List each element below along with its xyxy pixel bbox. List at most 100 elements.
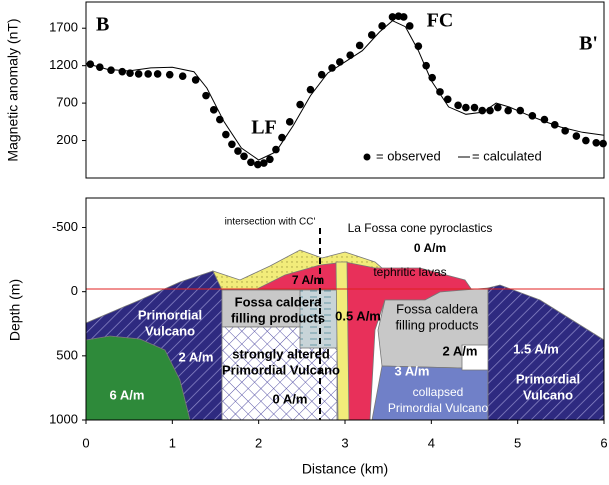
observed-point [494,103,502,112]
observed-point [328,64,336,72]
observed-point [443,95,452,104]
observed-point [144,70,152,78]
y-tick-label: 0 [71,283,78,298]
unit-label: Primordial [516,371,580,386]
unit-caldera-right [377,287,489,369]
x-tick-label: 1 [169,435,176,450]
panel-label: LF [251,117,277,139]
observed-point [599,139,607,148]
unit-label: 0 A/m [414,241,446,255]
observed-point [486,106,494,115]
unit-label: 0 A/m [273,391,308,406]
unit-label: 0.5 A/m [335,308,381,323]
observed-point [240,152,248,161]
observed-point [462,103,470,112]
observed-point [278,133,286,142]
observed-point [202,91,210,100]
unit-label: intersection with CC' [225,217,316,228]
observed-point [378,22,386,30]
unit-label: Vulcano [145,323,195,338]
observed-point [134,70,143,78]
observed-point [228,140,236,149]
x-tick-label: 2 [255,435,262,450]
legend-marker [363,153,371,161]
observed-point [572,132,581,140]
unit-label: Fossa caldera [235,294,322,309]
panel-label: FC [427,10,454,32]
unit-label: Fossa caldera [396,301,478,316]
observed-point [118,67,127,76]
plot-frame-top [85,1,605,179]
observed-point [222,130,230,139]
observed-point [247,158,255,167]
section-units [85,249,605,421]
x-axis-label: Distance (km) [302,461,388,477]
observed-point [254,160,262,169]
y-tick-label: 1700 [49,20,78,35]
unit-label: Primordial Vulcano [222,362,340,377]
unit-label: collapsed [413,385,464,399]
observed-point [234,147,242,155]
unit-label: 3 A/m [395,363,430,378]
unit-label: strongly altered [232,346,330,361]
x-tick-label: 4 [428,435,435,450]
observed-point [367,31,376,39]
unit-label: filling products [395,317,479,332]
observed-point [405,22,414,30]
unit-conduit [335,261,350,421]
observed-point [317,70,326,79]
panel-label: B [96,14,109,36]
observed-point [153,70,162,78]
observed-point [178,72,187,80]
observed-point [266,155,274,164]
observed-point [388,13,397,21]
unit-label: tephritic lavas [373,265,446,279]
observed-point [296,100,304,109]
unit-label: Vulcano [523,387,573,402]
unit-label: 2 A/m [179,349,214,364]
x-tick-label: 3 [341,435,348,450]
observed-point [470,103,479,112]
x-tick-label: 5 [514,435,521,450]
observed-point [592,139,601,147]
unit-label: filling products [231,310,325,325]
observed-point [336,58,344,66]
observed-point [540,115,549,124]
x-tick-label: 0 [82,435,89,450]
observed-point [428,73,436,82]
panel-label: B' [579,33,598,55]
unit-label: 6 A/m [110,387,145,402]
unit-label: Primordial Vulcano [388,401,489,415]
observed-point [582,136,590,145]
y-tick-label: 700 [56,95,78,110]
y-tick-label: 1000 [49,411,78,426]
y-axis-label: Magnetic anomaly (nT) [5,18,21,161]
observed-point [346,51,354,59]
y-tick-label: 500 [56,347,78,362]
observed-point [306,85,315,94]
observed-point [504,106,512,115]
observed-point [165,70,174,79]
y-tick-label: 200 [56,132,78,147]
observed-point [454,101,462,110]
observed-point [260,159,268,167]
observed-point [191,76,200,84]
y-tick-label: 1200 [49,57,78,72]
legend-label: = calculated [472,148,542,163]
observed-point [285,118,294,126]
unit-label: Primordial [138,307,202,322]
y-tick-label: -500 [52,219,78,234]
x-tick-label: 6 [600,435,607,450]
legend-label: = observed [376,148,441,163]
observed-point [209,106,218,114]
y-axis-label: Depth (m) [7,279,23,341]
observed-point [436,88,444,96]
calculated-line [85,20,605,161]
observed-point [107,66,115,74]
unit-label: 2 A/m [443,343,478,358]
unit-label: 1.5 A/m [513,341,559,356]
unit-label: La Fossa cone pyroclastics [348,221,493,235]
unit-label: 7 A/m [292,273,324,287]
observed-point [399,13,408,21]
